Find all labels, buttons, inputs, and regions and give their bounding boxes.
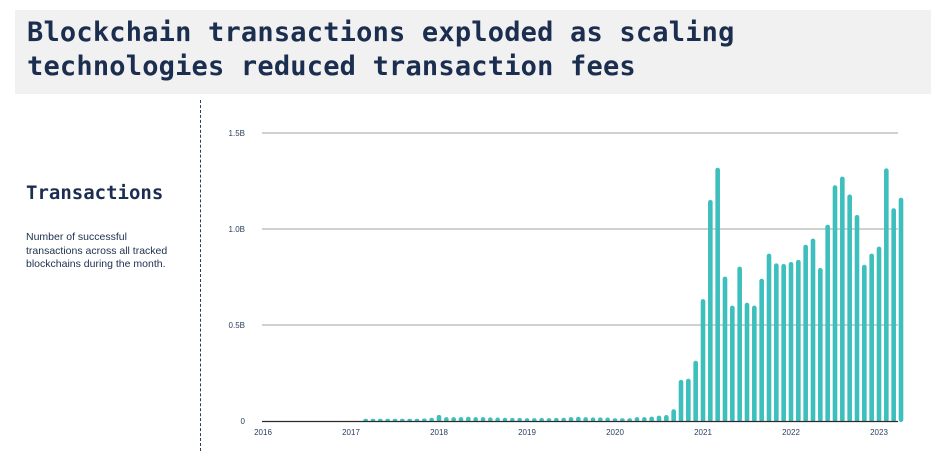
bar [488, 417, 493, 422]
bar [708, 200, 713, 422]
x-tick-label: 2020 [606, 428, 624, 437]
x-tick-label: 2017 [342, 428, 360, 437]
bar [473, 417, 478, 422]
bar [700, 299, 706, 422]
bar [451, 417, 456, 422]
bar [656, 415, 662, 422]
bar [832, 185, 838, 422]
bar [891, 208, 896, 422]
bar [766, 253, 772, 422]
section-divider [200, 100, 201, 451]
title-banner: Blockchain transactions exploded as scal… [15, 10, 931, 94]
x-tick-label: 2019 [518, 428, 536, 437]
bar [825, 224, 830, 422]
bar [642, 417, 647, 422]
bar [693, 360, 698, 422]
bar [869, 253, 874, 422]
bar [884, 168, 889, 422]
y-tick-label: 0.5B [229, 321, 245, 330]
bar [444, 417, 449, 422]
bar [664, 415, 669, 422]
bar [788, 262, 794, 422]
bar [781, 263, 786, 422]
x-tick-label: 2023 [870, 428, 888, 437]
chart-description: Number of successful transactions across… [26, 231, 168, 270]
y-tick-label: 1.0B [229, 225, 245, 234]
bar [598, 417, 603, 422]
bar [715, 167, 720, 422]
bar [678, 379, 684, 422]
bar [752, 305, 757, 422]
title-line-2: technologies reduced transaction fees [27, 51, 636, 82]
bar [854, 214, 860, 422]
bar [649, 416, 654, 422]
x-tick-label: 2022 [782, 428, 800, 437]
y-tick-label: 0 [241, 417, 246, 426]
bar [840, 176, 845, 422]
bar [480, 417, 486, 422]
chart-heading: Transactions [26, 182, 164, 204]
bar [590, 417, 596, 422]
x-tick-label: 2016 [254, 428, 272, 437]
bar [436, 414, 442, 422]
bar [876, 246, 882, 422]
bar [576, 416, 581, 422]
bar [774, 263, 779, 422]
bar [818, 267, 823, 422]
bar [847, 194, 852, 422]
bar [759, 278, 764, 422]
y-tick-label: 1.5B [229, 129, 245, 138]
bar [730, 305, 735, 422]
title-line-1: Blockchain transactions exploded as scal… [27, 17, 735, 48]
bar [796, 259, 801, 422]
page-title: Blockchain transactions exploded as scal… [27, 16, 735, 84]
bar [722, 276, 728, 422]
bar [810, 238, 816, 422]
bar [686, 378, 691, 422]
bar [898, 197, 904, 422]
bar [634, 417, 640, 422]
x-tick-label: 2018 [430, 428, 448, 437]
bar [568, 417, 574, 422]
bar [862, 264, 867, 422]
bar [744, 302, 750, 422]
bar [671, 409, 676, 422]
bar [458, 417, 464, 422]
bar [583, 417, 588, 422]
bar [803, 244, 808, 422]
x-tick-label: 2021 [694, 428, 712, 437]
bar [466, 416, 471, 422]
bar [737, 266, 742, 422]
